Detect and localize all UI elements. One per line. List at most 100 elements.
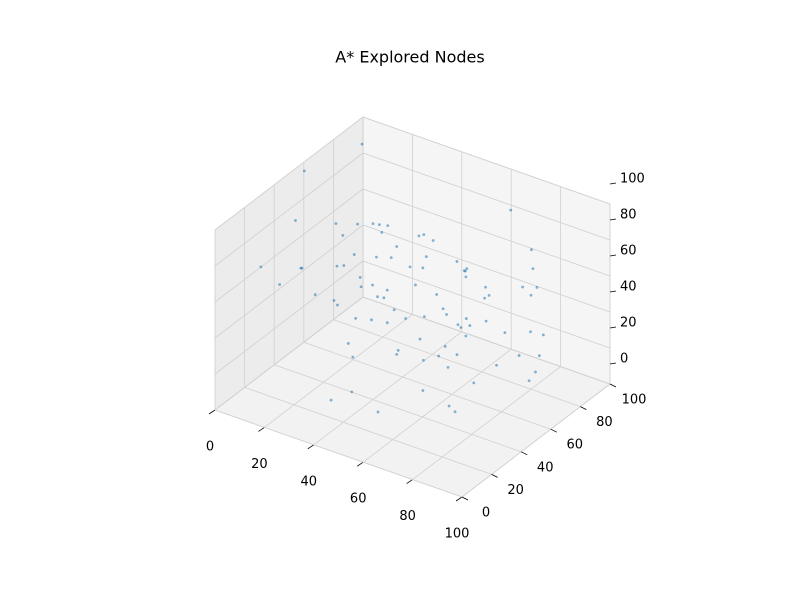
point	[453, 410, 457, 414]
grid-line	[362, 152, 611, 241]
point	[382, 296, 386, 300]
z-tick	[609, 290, 617, 293]
point	[487, 294, 491, 297]
grid-line	[214, 152, 364, 267]
y-tick-label: 80	[596, 415, 613, 430]
point	[464, 317, 468, 320]
point	[535, 285, 539, 289]
point	[370, 318, 373, 322]
z-tick	[609, 362, 617, 365]
point	[462, 269, 466, 273]
point	[354, 317, 358, 320]
z-tick-label: 100	[620, 172, 645, 187]
point	[334, 222, 338, 225]
point	[336, 303, 339, 307]
z-tick	[609, 254, 617, 257]
point	[424, 255, 428, 259]
y-tick	[491, 474, 498, 478]
grid-line	[461, 383, 611, 498]
y-tick-label: 20	[507, 483, 524, 498]
point	[472, 381, 476, 385]
y-tick-label: 40	[537, 460, 554, 475]
z-tick-label: 0	[620, 352, 628, 367]
z-tick	[609, 182, 617, 185]
x-tick-label: 20	[251, 457, 268, 472]
grid-line	[244, 387, 492, 475]
y-tick	[609, 383, 617, 388]
x-tick	[208, 409, 216, 415]
grid-line	[313, 331, 463, 446]
point	[417, 234, 421, 238]
point	[421, 389, 425, 392]
point	[517, 354, 521, 357]
point	[329, 398, 333, 402]
grid-line	[264, 314, 413, 428]
y-tick-label: 60	[567, 438, 584, 453]
point	[294, 219, 297, 222]
y-tick	[521, 451, 528, 456]
point	[443, 344, 447, 348]
point	[300, 266, 304, 270]
x-tick-label: 0	[206, 440, 214, 455]
x-tick-label: 80	[399, 509, 416, 524]
point	[464, 275, 468, 279]
point	[437, 354, 441, 358]
point	[431, 239, 435, 242]
point	[459, 326, 463, 329]
point	[341, 233, 345, 237]
x-tick-label: 40	[301, 474, 318, 489]
point	[495, 363, 498, 367]
grid-line	[214, 224, 364, 339]
point	[313, 293, 317, 297]
y-tick	[461, 496, 469, 501]
point	[395, 245, 399, 248]
point	[422, 233, 426, 236]
point	[483, 296, 486, 300]
grid-line	[214, 296, 364, 411]
point	[360, 142, 364, 146]
point	[521, 285, 525, 289]
y-tick-label: 100	[622, 393, 647, 408]
y-tick	[580, 406, 587, 410]
point	[371, 222, 375, 226]
point	[278, 283, 282, 286]
point	[335, 264, 339, 268]
point	[503, 331, 507, 335]
z-tick-label: 40	[620, 280, 637, 295]
grid-line	[362, 188, 611, 277]
point	[531, 267, 535, 271]
grid-line	[362, 296, 611, 385]
grid-line	[412, 366, 561, 480]
point	[351, 355, 355, 359]
point	[527, 379, 531, 383]
grid-line	[362, 260, 611, 349]
point	[375, 255, 378, 259]
y-tick-label: 0	[482, 506, 490, 521]
x-tick	[258, 427, 265, 432]
z-tick-label: 20	[620, 316, 637, 331]
point	[377, 223, 381, 227]
point	[456, 323, 460, 327]
z-tick-label: 80	[620, 208, 637, 223]
point	[389, 256, 393, 260]
grid-line	[214, 260, 364, 375]
point	[332, 299, 336, 302]
z-tick-label: 60	[620, 244, 637, 259]
point	[445, 313, 448, 316]
point	[455, 260, 459, 263]
point	[396, 349, 400, 352]
point	[464, 334, 468, 338]
point	[484, 319, 488, 323]
point	[376, 410, 380, 414]
point	[537, 354, 541, 358]
point	[465, 267, 469, 271]
point	[302, 169, 306, 173]
point	[350, 390, 354, 394]
point	[422, 315, 426, 318]
grid-line	[362, 116, 611, 205]
point	[534, 370, 537, 374]
x-tick	[307, 444, 315, 450]
x-tick	[356, 461, 364, 467]
point	[342, 264, 346, 267]
